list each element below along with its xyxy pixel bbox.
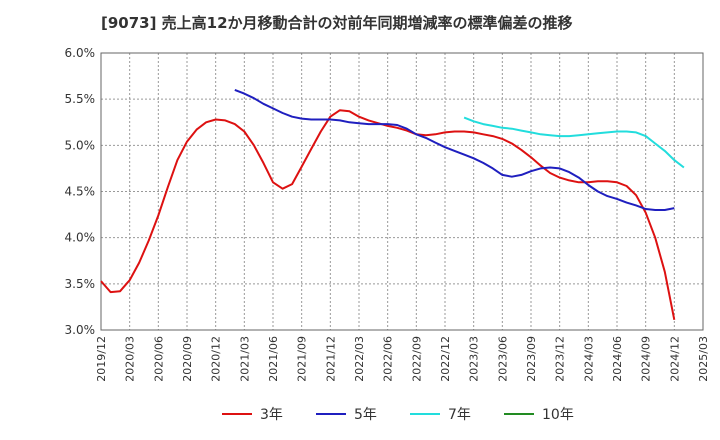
- legend-label: 10年: [542, 407, 574, 423]
- legend-label: 5年: [354, 407, 377, 423]
- x-tick-label: 2024/12: [668, 336, 681, 382]
- line-chart: 3.0% 3.5% 4.0% 4.5% 5.0% 5.5% 6.0% 2019/12 2020…: [65, 46, 711, 382]
- x-tick-label: 2023/09: [525, 336, 538, 382]
- x-tick-label: 2020/12: [210, 336, 223, 382]
- x-tick-label: 2021/03: [238, 336, 251, 382]
- legend-item-2: 7年: [410, 400, 471, 428]
- y-tick-label: 5.5%: [65, 92, 96, 106]
- x-tick-label: 2024/03: [582, 336, 595, 382]
- series-line-2: [463, 116, 685, 169]
- series-line-0: [100, 109, 676, 320]
- x-tick-label: 2023/03: [468, 336, 481, 382]
- y-tick-label: 3.0%: [65, 323, 96, 337]
- y-tick-label: 3.5%: [65, 277, 96, 291]
- x-tick-label: 2024/06: [611, 336, 624, 382]
- legend-label: 7年: [448, 407, 471, 423]
- x-tick-label: 2023/06: [496, 336, 509, 382]
- legend-swatch: [504, 413, 534, 415]
- legend: 3年 5年 7年 10年: [0, 400, 720, 428]
- grid-lines: [100, 52, 704, 331]
- legend-label: 3年: [260, 407, 283, 423]
- x-tick-label: 2022/12: [439, 336, 452, 382]
- x-tick-label: 2025/03: [697, 336, 710, 382]
- series-line-1: [234, 88, 675, 211]
- plot-border: [100, 52, 704, 331]
- x-tick-label: 2022/09: [410, 336, 423, 382]
- x-tick-label: 2023/12: [554, 336, 567, 382]
- x-tick-label: 2019/12: [95, 336, 108, 382]
- series-lines: [100, 88, 685, 320]
- y-tick-label: 5.0%: [65, 138, 96, 152]
- x-tick-label: 2020/06: [152, 336, 165, 382]
- legend-swatch: [316, 413, 346, 415]
- x-tick-label: 2020/09: [181, 336, 194, 382]
- legend-swatch: [222, 413, 252, 415]
- x-axis-tick-labels: 2019/12 2020/03 2020/06 2020/09 2020/12 2021/…: [95, 336, 710, 382]
- x-tick-label: 2020/03: [124, 336, 137, 382]
- x-tick-label: 2021/12: [324, 336, 337, 382]
- x-tick-label: 2021/06: [267, 336, 280, 382]
- x-tick-label: 2022/03: [353, 336, 366, 382]
- x-tick-label: 2024/09: [640, 336, 653, 382]
- chart-title: [9073] 売上高12か月移動合計の対前年同期増減率の標準偏差の推移: [101, 14, 573, 32]
- legend-item-0: 3年: [222, 400, 283, 428]
- legend-item-3: 10年: [504, 400, 574, 428]
- legend-item-1: 5年: [316, 400, 377, 428]
- x-tick-label: 2021/09: [296, 336, 309, 382]
- x-tick-label: 2022/06: [382, 336, 395, 382]
- plot-frame: [100, 52, 704, 331]
- y-tick-label: 6.0%: [65, 46, 96, 60]
- legend-swatch: [410, 413, 440, 415]
- y-tick-label: 4.0%: [65, 231, 96, 245]
- y-tick-label: 4.5%: [65, 185, 96, 199]
- y-axis-tick-labels: 3.0% 3.5% 4.0% 4.5% 5.0% 5.5% 6.0%: [65, 46, 96, 337]
